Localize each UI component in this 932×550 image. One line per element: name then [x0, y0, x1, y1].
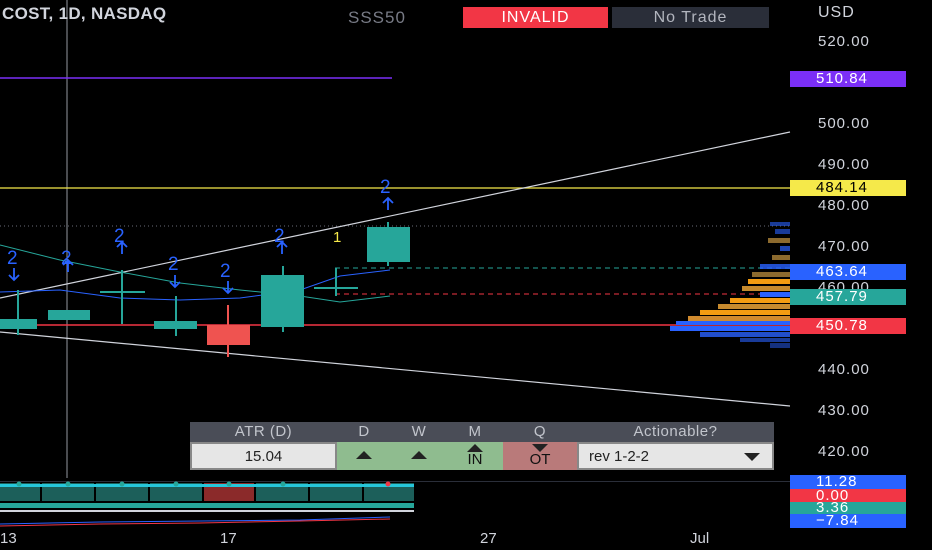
- m-status: IN: [447, 442, 503, 470]
- atr-value: 15.04: [190, 442, 337, 470]
- status-table: ATR (D) D W M Q Actionable? 15.04 IN OT …: [190, 422, 774, 472]
- triangle-up-icon: [356, 451, 372, 459]
- price-tick: 480.00: [818, 197, 870, 214]
- price-tick: 420.00: [818, 443, 870, 460]
- price-label: 484.14: [790, 180, 906, 196]
- trendline-upper: [0, 131, 791, 299]
- candle: [0, 319, 37, 329]
- arrow-down-icon: [8, 268, 20, 282]
- header-d: D: [337, 422, 391, 442]
- indicator-pane: [0, 481, 790, 527]
- price-tick: 520.00: [818, 33, 870, 50]
- arrow-down-icon: [169, 275, 181, 289]
- price-label: 463.64: [790, 264, 906, 280]
- header-atr: ATR (D): [190, 422, 337, 442]
- volume-profile: [670, 222, 790, 348]
- time-tick: 27: [480, 530, 497, 547]
- marker-label: 2: [380, 177, 391, 198]
- d-status: [337, 442, 391, 470]
- price-tick: 430.00: [818, 402, 870, 419]
- arrow-up-icon: [382, 196, 394, 210]
- header-w: W: [391, 422, 447, 442]
- marker-label: 2: [274, 226, 285, 247]
- triangle-down-icon: [532, 444, 548, 452]
- ma-green: [0, 244, 391, 303]
- m-status-text: IN: [467, 451, 483, 468]
- marker-label: 2: [61, 248, 72, 269]
- time-tick: Jul: [690, 530, 710, 547]
- bar-markers: 2 2 2 2 2 2 2 1: [7, 177, 391, 282]
- indicator-label: 0.00: [790, 488, 906, 503]
- arrow-up-icon: [116, 240, 128, 254]
- symbol-title[interactable]: COST, 1D, NASDAQ: [2, 4, 167, 23]
- q-status-text: OT: [529, 451, 551, 468]
- marker-label: 1: [333, 229, 341, 246]
- marker-arrows: [8, 196, 394, 295]
- marker-label: 2: [7, 248, 18, 269]
- arrow-up-icon: [276, 240, 288, 254]
- price-tick: 440.00: [818, 361, 870, 378]
- arrow-down-icon: [222, 281, 234, 295]
- triangle-up-icon: [467, 444, 483, 452]
- w-status: [391, 442, 447, 470]
- ma-blue: [0, 269, 391, 301]
- indicator-label: 3.36: [790, 500, 906, 515]
- price-label: 457.79: [790, 289, 906, 305]
- trendline-lower: [0, 331, 791, 407]
- status-badge: INVALID: [463, 7, 608, 28]
- trade-badge: No Trade: [612, 7, 769, 28]
- price-label: 450.78: [790, 318, 906, 334]
- indicator-label: −7.84: [790, 513, 906, 528]
- header-m: M: [447, 422, 503, 442]
- price-tick: 500.00: [818, 115, 870, 132]
- time-tick: 17: [220, 530, 237, 547]
- candle: [207, 325, 250, 345]
- marker-label: 2: [114, 226, 125, 247]
- chevron-down-icon: [744, 453, 760, 461]
- candle: [48, 310, 90, 320]
- q-status: OT: [503, 442, 577, 470]
- price-label: 510.84: [790, 71, 906, 87]
- candle: [154, 321, 197, 329]
- arrow-up-icon: [62, 258, 74, 272]
- price-tick: 490.00: [818, 156, 870, 173]
- header-q: Q: [503, 422, 577, 442]
- strategy-label: SSS50: [348, 8, 406, 27]
- currency-label[interactable]: USD: [818, 4, 855, 21]
- time-tick: 13: [0, 530, 17, 547]
- actionable-value: rev 1-2-2: [589, 448, 650, 465]
- candle: [261, 275, 304, 327]
- price-tick: 470.00: [818, 238, 870, 255]
- marker-label: 2: [168, 254, 179, 275]
- indicator-label: 11.28: [790, 474, 906, 489]
- candle: [367, 227, 410, 262]
- marker-label: 2: [220, 261, 231, 282]
- candles: [0, 222, 410, 357]
- triangle-up-icon: [411, 451, 427, 459]
- actionable-select[interactable]: rev 1-2-2: [577, 442, 774, 470]
- header-actionable: Actionable?: [577, 422, 774, 442]
